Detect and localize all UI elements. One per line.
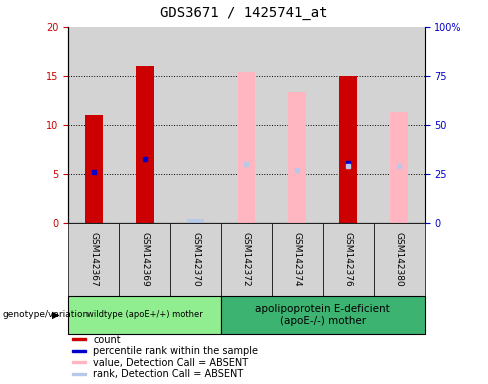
- Bar: [323, 27, 374, 223]
- Bar: [68, 223, 119, 296]
- Bar: [221, 27, 272, 223]
- Bar: [72, 350, 86, 352]
- Text: GDS3671 / 1425741_at: GDS3671 / 1425741_at: [160, 7, 328, 20]
- Bar: [119, 27, 170, 223]
- Bar: [72, 361, 86, 363]
- Bar: [374, 27, 425, 223]
- Text: GSM142370: GSM142370: [191, 232, 200, 286]
- Bar: [68, 296, 221, 334]
- Text: GSM142367: GSM142367: [89, 232, 98, 286]
- Bar: [72, 373, 86, 375]
- Text: GSM142374: GSM142374: [293, 232, 302, 286]
- Text: value, Detection Call = ABSENT: value, Detection Call = ABSENT: [93, 358, 248, 368]
- Bar: [186, 219, 204, 223]
- Bar: [72, 338, 86, 340]
- Bar: [238, 72, 255, 223]
- Text: rank, Detection Call = ABSENT: rank, Detection Call = ABSENT: [93, 369, 244, 379]
- Bar: [323, 223, 374, 296]
- Bar: [170, 27, 221, 223]
- Bar: [221, 296, 425, 334]
- Bar: [68, 27, 119, 223]
- Bar: [339, 76, 357, 223]
- Bar: [119, 223, 170, 296]
- Text: percentile rank within the sample: percentile rank within the sample: [93, 346, 258, 356]
- Bar: [390, 112, 408, 223]
- Text: GSM142376: GSM142376: [344, 232, 353, 286]
- Bar: [170, 223, 221, 296]
- Bar: [221, 223, 272, 296]
- Text: ▶: ▶: [52, 310, 60, 320]
- Text: genotype/variation: genotype/variation: [2, 310, 89, 319]
- Bar: [85, 115, 102, 223]
- Text: GSM142369: GSM142369: [140, 232, 149, 286]
- Text: count: count: [93, 335, 121, 345]
- Bar: [136, 66, 154, 223]
- Text: wildtype (apoE+/+) mother: wildtype (apoE+/+) mother: [87, 310, 203, 319]
- Text: GSM142380: GSM142380: [395, 232, 404, 286]
- Bar: [374, 223, 425, 296]
- Bar: [272, 27, 323, 223]
- Bar: [288, 93, 306, 223]
- Text: GSM142372: GSM142372: [242, 232, 251, 286]
- Bar: [272, 223, 323, 296]
- Text: apolipoprotein E-deficient
(apoE-/-) mother: apolipoprotein E-deficient (apoE-/-) mot…: [255, 304, 390, 326]
